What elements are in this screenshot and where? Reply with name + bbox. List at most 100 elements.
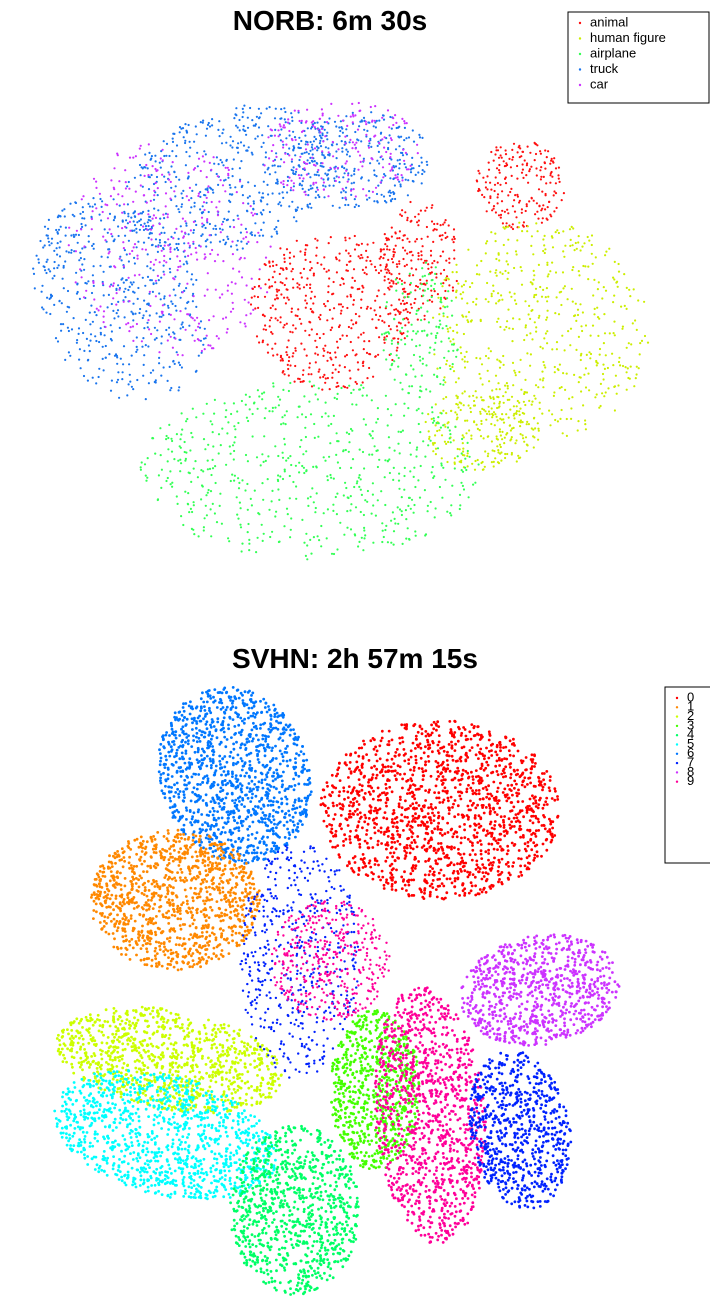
cluster-point: [554, 271, 558, 274]
cluster-point: [449, 511, 452, 515]
cluster-point: [208, 740, 212, 744]
cluster-point: [202, 343, 205, 346]
cluster-point: [516, 177, 519, 180]
cluster-point: [433, 259, 436, 263]
cluster-point: [207, 121, 210, 125]
cluster-point: [181, 725, 185, 729]
cluster-point: [250, 851, 254, 855]
cluster-point: [292, 145, 295, 148]
cluster-point: [261, 134, 264, 137]
cluster-point: [332, 509, 335, 512]
cluster-point: [514, 374, 517, 377]
cluster-point: [283, 257, 286, 260]
cluster-point: [172, 288, 175, 291]
cluster-point: [206, 468, 209, 471]
cluster-point: [113, 215, 116, 218]
cluster-point: [288, 176, 291, 179]
cluster-point: [389, 191, 392, 194]
cluster-point: [340, 140, 343, 143]
cluster-point: [233, 819, 236, 822]
cluster-point: [271, 406, 274, 409]
cluster-point: [189, 507, 192, 510]
cluster-point: [232, 219, 235, 222]
cluster-point: [376, 407, 379, 410]
cluster-point: [530, 197, 533, 200]
cluster-point: [440, 457, 443, 460]
cluster-point: [288, 474, 291, 478]
cluster-point: [460, 352, 463, 355]
cluster-point: [379, 181, 382, 184]
cluster-point: [180, 713, 184, 717]
cluster-point: [209, 723, 212, 727]
cluster-point: [285, 759, 289, 763]
cluster-point: [384, 243, 387, 246]
cluster-point: [98, 192, 101, 195]
cluster-point: [204, 188, 207, 191]
cluster-point: [549, 174, 552, 177]
cluster-point: [434, 507, 437, 510]
cluster-point: [255, 335, 259, 338]
cluster-point: [201, 485, 204, 488]
cluster-point: [519, 266, 522, 269]
cluster-point: [138, 228, 141, 231]
cluster-point: [334, 495, 337, 499]
cluster-point: [499, 216, 502, 219]
cluster-point: [160, 342, 163, 345]
cluster-point: [241, 194, 244, 197]
cluster-point: [241, 479, 244, 482]
cluster-point: [163, 241, 166, 244]
cluster-point: [181, 428, 184, 431]
cluster-point: [215, 206, 218, 209]
cluster-point: [246, 196, 249, 199]
cluster-point: [584, 324, 588, 327]
cluster-point: [158, 161, 161, 164]
cluster-point: [452, 235, 455, 238]
cluster-point: [405, 168, 409, 171]
cluster-point: [538, 407, 541, 410]
cluster-point: [494, 176, 497, 179]
cluster-point: [154, 181, 157, 185]
cluster-point: [224, 243, 227, 246]
cluster-point: [557, 174, 560, 177]
cluster-point: [569, 327, 573, 330]
cluster-point: [453, 237, 456, 240]
cluster-point: [304, 299, 307, 302]
cluster-point: [202, 700, 206, 704]
cluster-point: [184, 702, 188, 705]
cluster-point: [361, 284, 364, 287]
cluster-point: [390, 285, 393, 288]
cluster-point: [291, 119, 294, 122]
cluster-point: [322, 188, 325, 191]
cluster-point: [412, 140, 416, 143]
cluster-point: [155, 337, 158, 340]
cluster-point: [47, 237, 50, 240]
cluster-point: [349, 295, 352, 298]
cluster-point: [250, 694, 253, 697]
cluster-point: [266, 478, 269, 481]
cluster-point: [87, 358, 90, 361]
cluster-point: [400, 333, 403, 336]
cluster-point: [253, 489, 256, 492]
cluster-point: [281, 140, 284, 143]
cluster-point: [497, 214, 501, 217]
cluster-point: [259, 211, 262, 214]
cluster-point: [445, 442, 448, 445]
cluster-point: [533, 416, 536, 419]
cluster-point: [327, 195, 330, 198]
cluster-point: [577, 381, 580, 384]
cluster-point: [420, 156, 423, 159]
cluster-point: [584, 419, 587, 422]
cluster-point: [192, 718, 196, 722]
cluster-point: [618, 356, 621, 359]
cluster-point: [218, 120, 221, 123]
cluster-point: [510, 295, 513, 298]
cluster-point: [185, 287, 188, 290]
cluster-point: [239, 231, 242, 234]
cluster-point: [265, 848, 269, 851]
cluster-point: [287, 298, 290, 301]
cluster-point: [261, 392, 264, 395]
cluster-point: [335, 175, 338, 178]
cluster-point: [195, 133, 198, 136]
cluster-point: [503, 328, 506, 331]
cluster-point: [381, 540, 384, 544]
